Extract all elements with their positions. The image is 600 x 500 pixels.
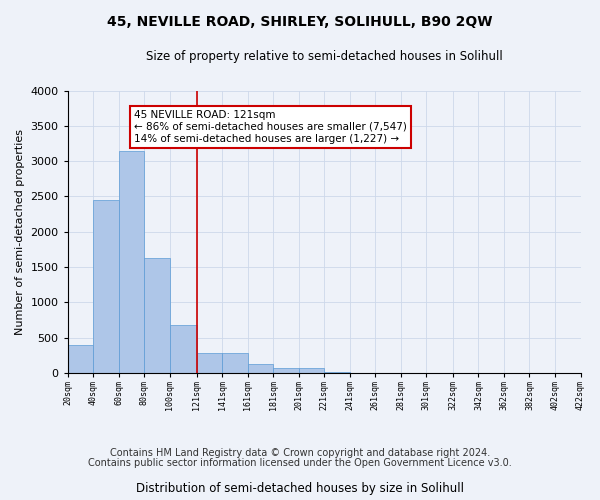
Text: Contains HM Land Registry data © Crown copyright and database right 2024.: Contains HM Land Registry data © Crown c… [110,448,490,458]
Bar [68,345,93,373]
Bar [222,354,248,373]
Bar [170,325,197,373]
Text: Distribution of semi-detached houses by size in Solihull: Distribution of semi-detached houses by … [136,482,464,495]
Text: Contains public sector information licensed under the Open Government Licence v3: Contains public sector information licen… [88,458,512,468]
Bar [273,368,299,373]
Bar [248,364,273,373]
Text: 45, NEVILLE ROAD, SHIRLEY, SOLIHULL, B90 2QW: 45, NEVILLE ROAD, SHIRLEY, SOLIHULL, B90… [107,15,493,29]
Bar [197,354,222,373]
Bar [119,150,144,373]
Y-axis label: Number of semi-detached properties: Number of semi-detached properties [15,129,25,335]
Bar [93,200,119,373]
Bar [144,258,170,373]
Bar [324,372,350,373]
Bar [299,368,324,373]
Text: 45 NEVILLE ROAD: 121sqm
← 86% of semi-detached houses are smaller (7,547)
14% of: 45 NEVILLE ROAD: 121sqm ← 86% of semi-de… [134,110,407,144]
Title: Size of property relative to semi-detached houses in Solihull: Size of property relative to semi-detach… [146,50,502,63]
